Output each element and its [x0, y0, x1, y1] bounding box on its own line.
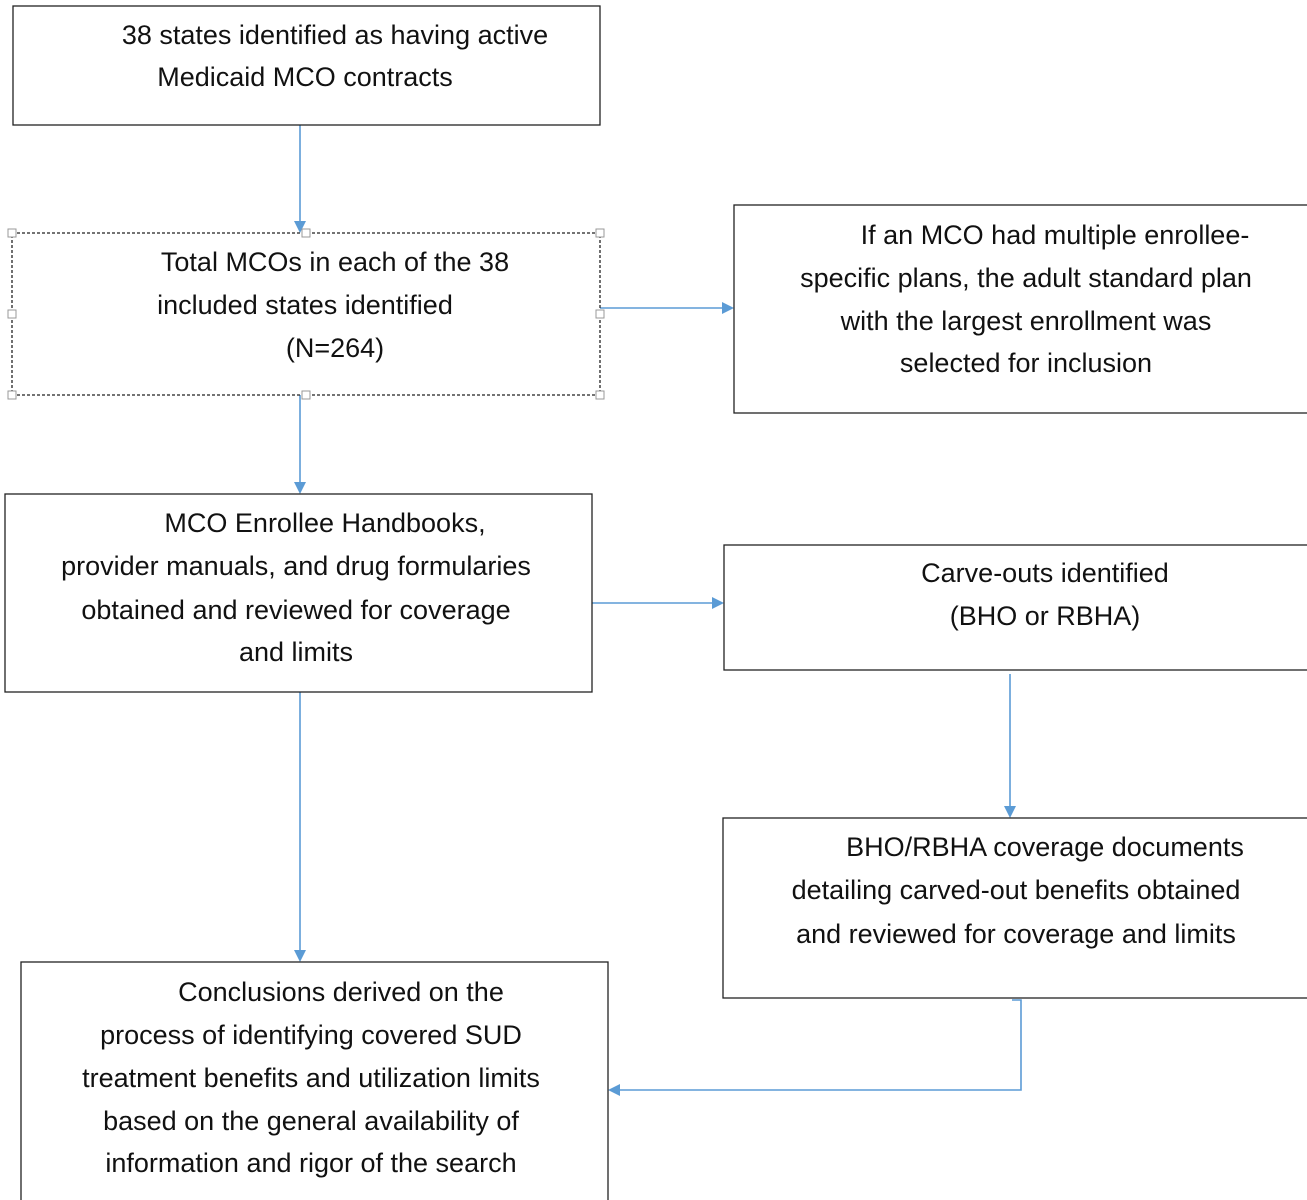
selection-handle: [595, 390, 605, 400]
selection-handle: [595, 228, 605, 238]
node-box: [733, 204, 1307, 414]
node-text: with the largest enrollment was: [840, 306, 1212, 336]
node-box: [722, 817, 1307, 999]
node-text: Medicaid MCO contracts: [157, 62, 453, 92]
arrows: [294, 125, 1022, 1096]
node: BHO/RBHA coverage documents detailing car…: [722, 817, 1307, 999]
node-box: [723, 544, 1307, 671]
selection-handle: [7, 228, 17, 238]
node-text: 38 states identified as having active: [122, 20, 548, 50]
node-text: specific plans, the adult standard plan: [800, 263, 1252, 293]
selection-handle: [7, 390, 17, 400]
node-text: included states identified: [157, 290, 453, 320]
node-text: detailing carved-out benefits obtained: [792, 875, 1241, 905]
node-text: and limits: [239, 637, 353, 667]
node-box: [11, 232, 601, 396]
node-text: information and rigor of the search: [105, 1148, 516, 1178]
node: Conclusions derived on the process of ide…: [20, 961, 609, 1200]
node-box: [20, 961, 609, 1200]
node-box: [12, 5, 601, 126]
node: MCO Enrollee Handbooks, provider manuals,…: [4, 493, 593, 693]
node: If an MCO had multiple enrollee-specific…: [733, 204, 1307, 414]
node-text: treatment benefits and utilization limit…: [82, 1063, 540, 1093]
node-text: (N=264): [286, 333, 384, 363]
node: 38 states identified as having active Med…: [12, 5, 601, 126]
node-text: If an MCO had multiple enrollee-: [861, 220, 1250, 250]
node-text: (BHO or RBHA): [950, 601, 1141, 631]
selection-handle: [7, 309, 17, 319]
node: Total MCOs in each of the 38 included sta…: [7, 228, 605, 400]
node-text: BHO/RBHA coverage documents: [846, 832, 1244, 862]
node-text: MCO Enrollee Handbooks,: [164, 508, 485, 538]
node-text: Carve-outs identified: [921, 558, 1169, 588]
selection-handle: [301, 228, 311, 238]
node-text: process of identifying covered SUD: [100, 1020, 522, 1050]
arrow: [608, 999, 1022, 1096]
node-text: Total MCOs in each of the 38: [161, 247, 509, 277]
node-box: [4, 493, 593, 693]
selection-handle: [301, 390, 311, 400]
node: Carve-outs identified (BHO or RBHA): [723, 544, 1307, 671]
selection-handle: [595, 309, 605, 319]
node-text: provider manuals, and drug formularies: [61, 551, 531, 581]
node-text: based on the general availability of: [103, 1106, 519, 1136]
node-text: selected for inclusion: [900, 348, 1152, 378]
node-text: obtained and reviewed for coverage: [81, 595, 510, 625]
node-text: Conclusions derived on the: [178, 977, 504, 1007]
node-text: and reviewed for coverage and limits: [796, 919, 1236, 949]
